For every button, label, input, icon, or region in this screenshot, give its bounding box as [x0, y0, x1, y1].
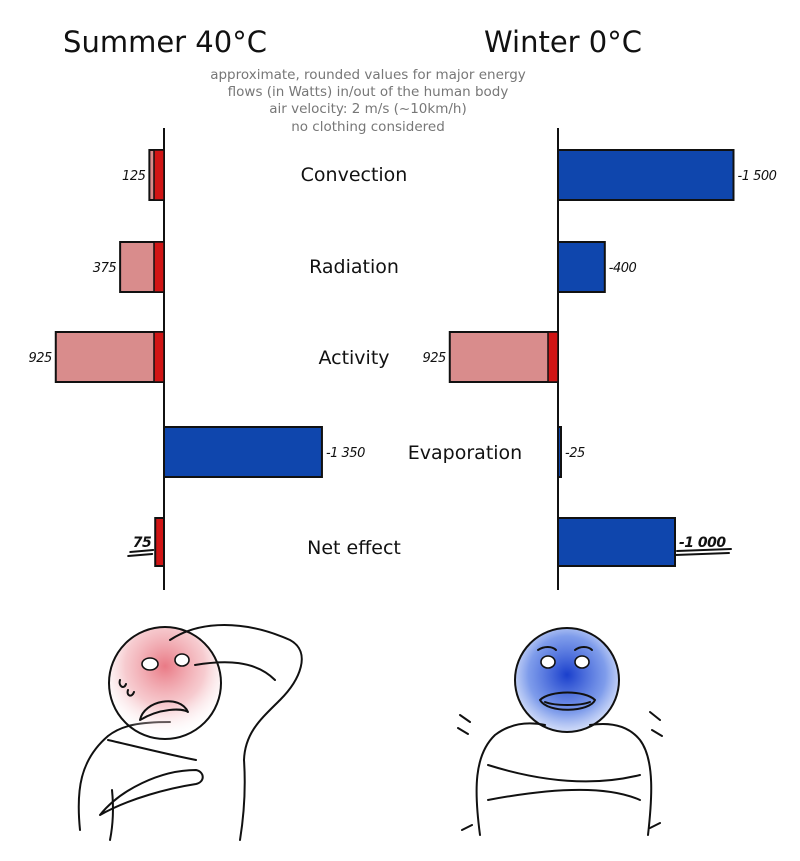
- winter-value-label-radiation: -400: [609, 261, 637, 276]
- winter-value-label-evaporation: -25: [565, 446, 585, 461]
- winter-bar-chart: -1 500 -400 925 -25 -1 000: [422, 128, 777, 590]
- category-label-radiation: Radiation: [309, 256, 399, 278]
- summer-value-label-convection: 125: [122, 169, 146, 184]
- category-label-evaporation: Evaporation: [408, 442, 522, 464]
- cold-person-illustration: [457, 627, 663, 836]
- summer-value-label-net-effect: 75: [133, 535, 152, 551]
- hot-person-illustration: [77, 624, 303, 841]
- category-label-net-effect: Net effect: [307, 537, 401, 559]
- summer-panel-title: Summer 40°C: [63, 25, 267, 59]
- winter-value-label-activity: 925: [422, 351, 446, 366]
- winter-value-label-convection: -1 500: [738, 169, 777, 184]
- winter-bar-core-activity: [547, 331, 559, 383]
- summer-bar-chart: 125 375 925 -1 350 75: [28, 128, 366, 590]
- winter-bar-radiation: [557, 241, 606, 293]
- summer-bar-core-activity: [153, 331, 165, 383]
- summer-bar-evaporation: [163, 426, 323, 478]
- summer-bar-net-effect: [154, 517, 166, 567]
- winter-bar-net-effect: [557, 517, 676, 567]
- winter-value-label-net-effect: -1 000: [679, 535, 726, 551]
- winter-net-underline: [674, 548, 732, 556]
- summer-bar-core-radiation: [153, 241, 165, 293]
- winter-bar-activity: [448, 331, 559, 383]
- category-labels: Convection Radiation Activity Evaporation Ne…: [301, 164, 523, 559]
- category-label-convection: Convection: [301, 164, 408, 186]
- subtitle-line-4: no clothing considered: [291, 119, 445, 135]
- winter-panel-title: Winter 0°C: [484, 25, 642, 59]
- summer-net-underline: [127, 549, 155, 557]
- summer-value-label-evaporation: -1 350: [326, 446, 365, 461]
- summer-value-label-radiation: 375: [93, 261, 117, 276]
- subtitle-line-2: flows (in Watts) in/out of the human bod…: [228, 84, 509, 100]
- subtitle-line-3: air velocity: 2 m/s (~10km/h): [269, 101, 466, 117]
- summer-bar-activity: [54, 331, 165, 383]
- category-label-activity: Activity: [318, 347, 389, 369]
- subtitle-line-1: approximate, rounded values for major en…: [210, 67, 526, 83]
- winter-bar-convection: [557, 149, 735, 201]
- summer-value-label-activity: 925: [28, 351, 52, 366]
- winter-bar-evaporation: [557, 426, 562, 478]
- summer-bar-core-convection: [153, 149, 165, 201]
